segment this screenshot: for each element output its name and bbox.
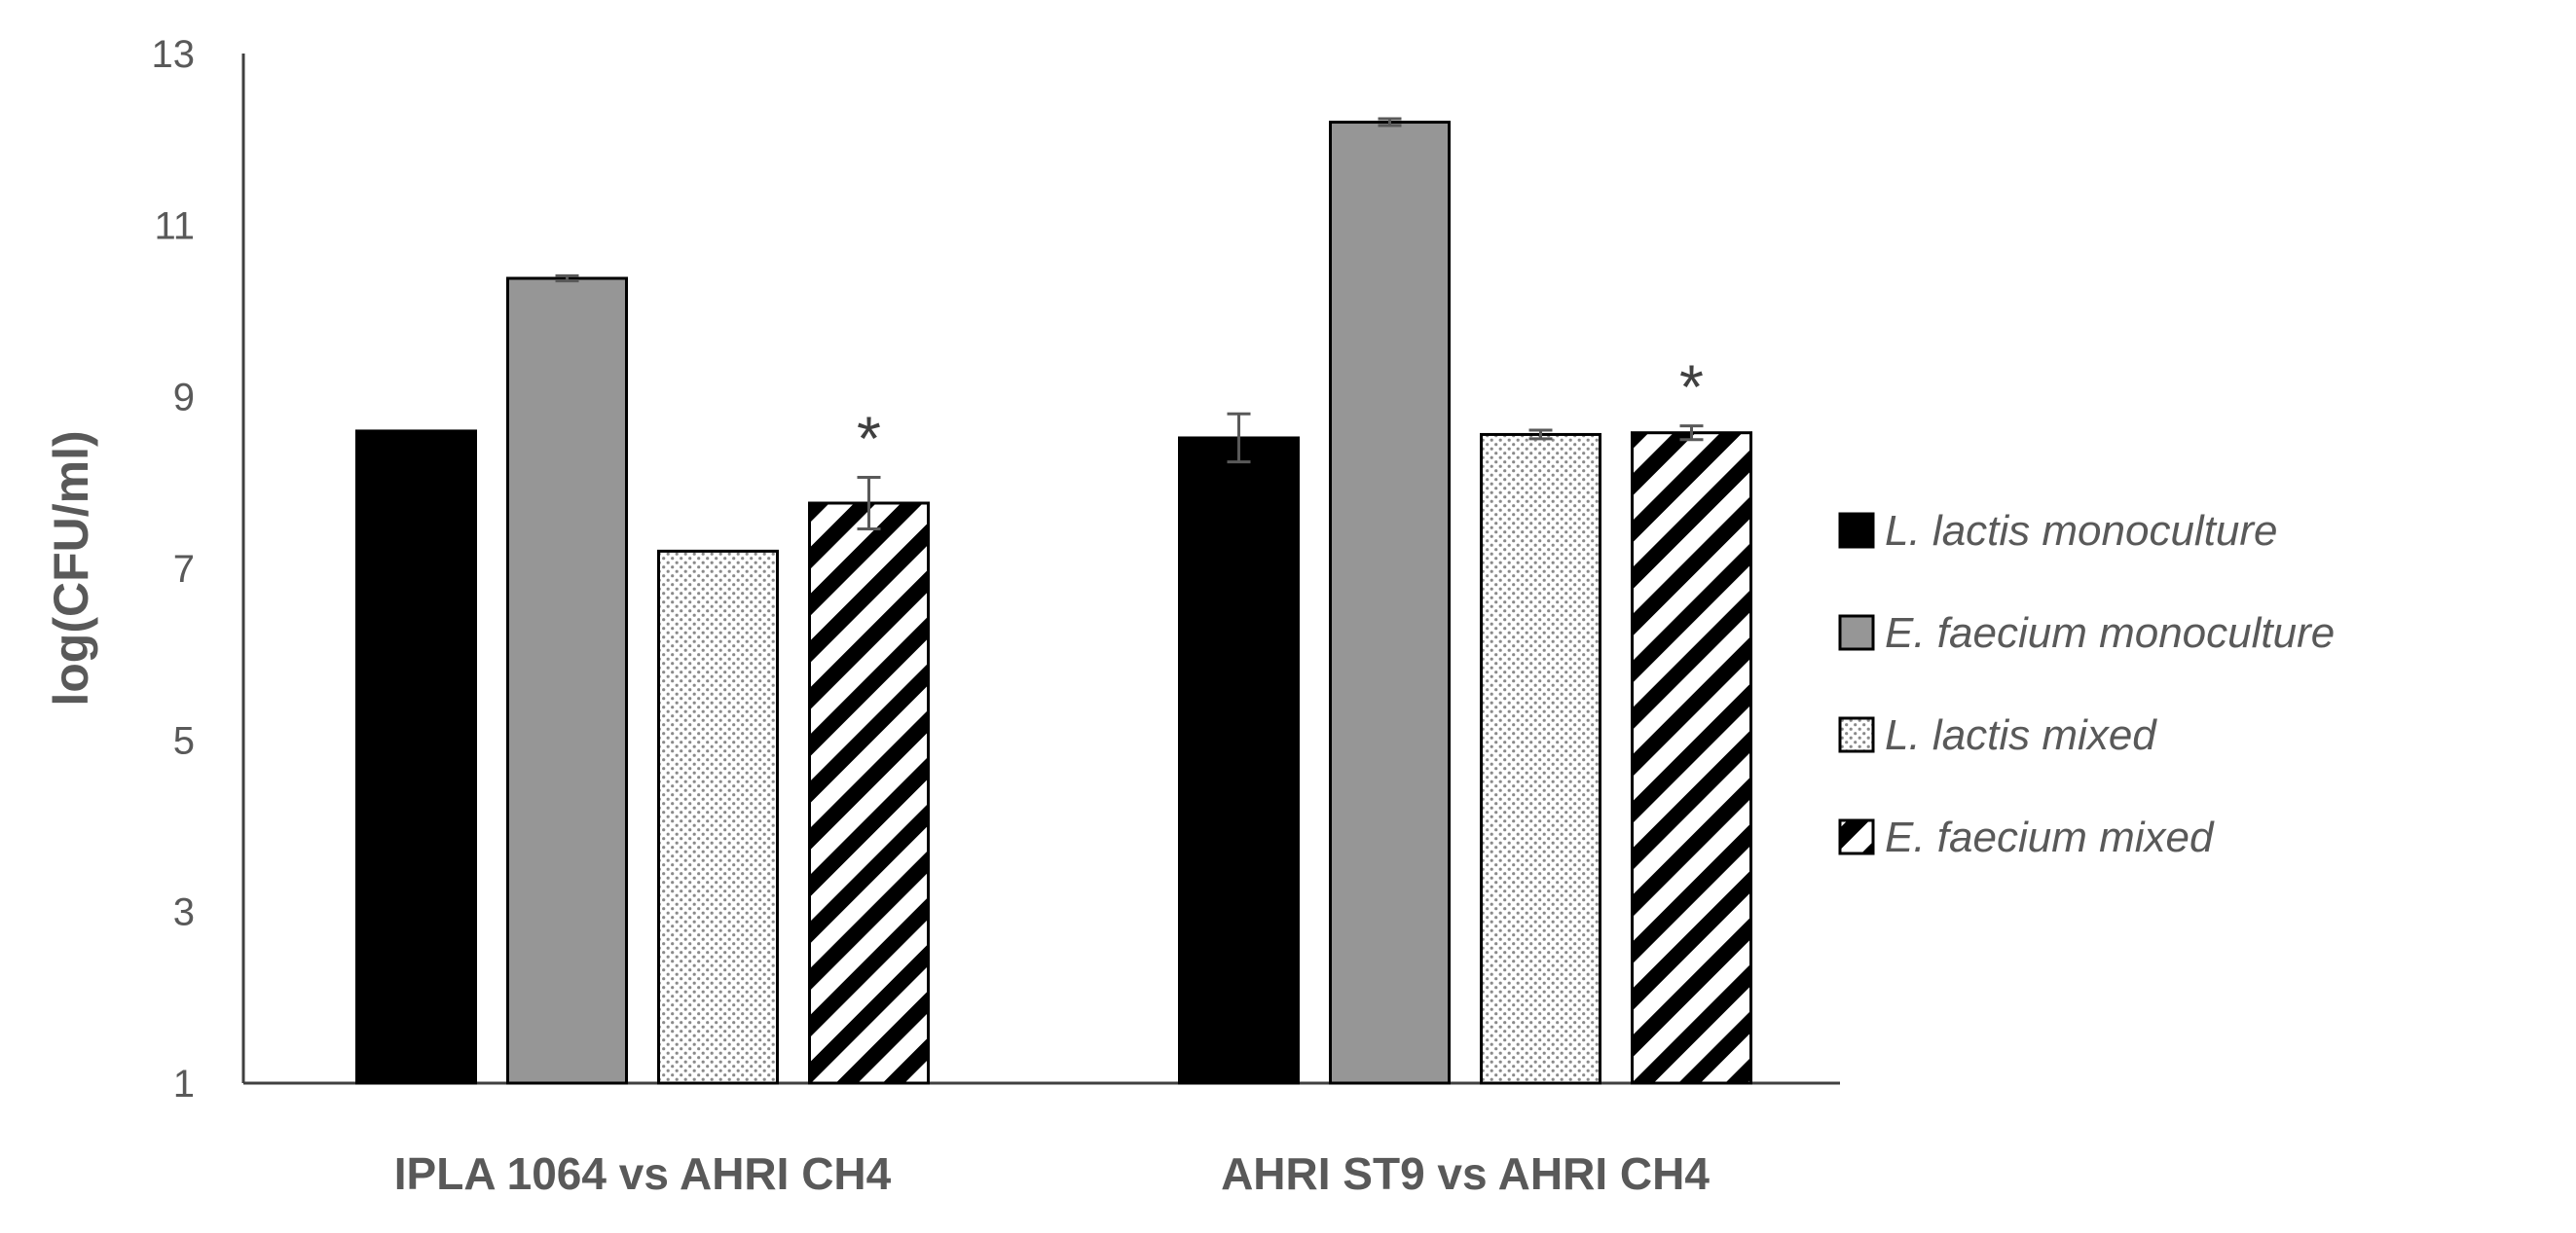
bar bbox=[1178, 436, 1300, 1085]
y-tick-label: 13 bbox=[152, 33, 196, 76]
y-tick-label: 3 bbox=[173, 891, 195, 934]
y-tick-label: 7 bbox=[173, 548, 195, 591]
bar bbox=[1329, 121, 1451, 1085]
x-category-label: IPLA 1064 vs AHRI CH4 bbox=[394, 1148, 892, 1199]
bar bbox=[1631, 431, 1752, 1085]
x-category-label: AHRI ST9 vs AHRI CH4 bbox=[1221, 1148, 1710, 1199]
y-tick-label: 5 bbox=[173, 719, 195, 762]
legend: L. lactis monoculture E. faecium monocult… bbox=[1838, 507, 2335, 861]
legend-swatch bbox=[1838, 512, 1875, 549]
bar bbox=[355, 429, 477, 1085]
significance-marker: * bbox=[857, 404, 881, 474]
significance-marker: * bbox=[1679, 352, 1704, 422]
legend-label: E. faecium monoculture bbox=[1885, 609, 2335, 657]
y-tick-label: 1 bbox=[173, 1063, 195, 1106]
bar bbox=[808, 501, 930, 1085]
bar bbox=[506, 276, 628, 1085]
legend-swatch bbox=[1838, 716, 1875, 753]
y-axis-title: log(CFU/ml) bbox=[44, 430, 98, 706]
labels: IPLA 1064 vs AHRI CH4 AHRI ST9 vs AHRI CH… bbox=[394, 352, 1711, 1199]
y-tick-label: 9 bbox=[173, 377, 195, 419]
bar bbox=[1480, 432, 1601, 1085]
legend-label: E. faecium mixed bbox=[1885, 814, 2215, 861]
legend-swatch bbox=[1838, 818, 1875, 855]
legend-label: L. lactis mixed bbox=[1885, 711, 2157, 759]
legend-swatch bbox=[1838, 614, 1875, 651]
legend-label: L. lactis monoculture bbox=[1885, 507, 2278, 555]
bar bbox=[657, 549, 779, 1085]
bars bbox=[355, 117, 1752, 1085]
y-tick-label: 11 bbox=[154, 204, 195, 247]
